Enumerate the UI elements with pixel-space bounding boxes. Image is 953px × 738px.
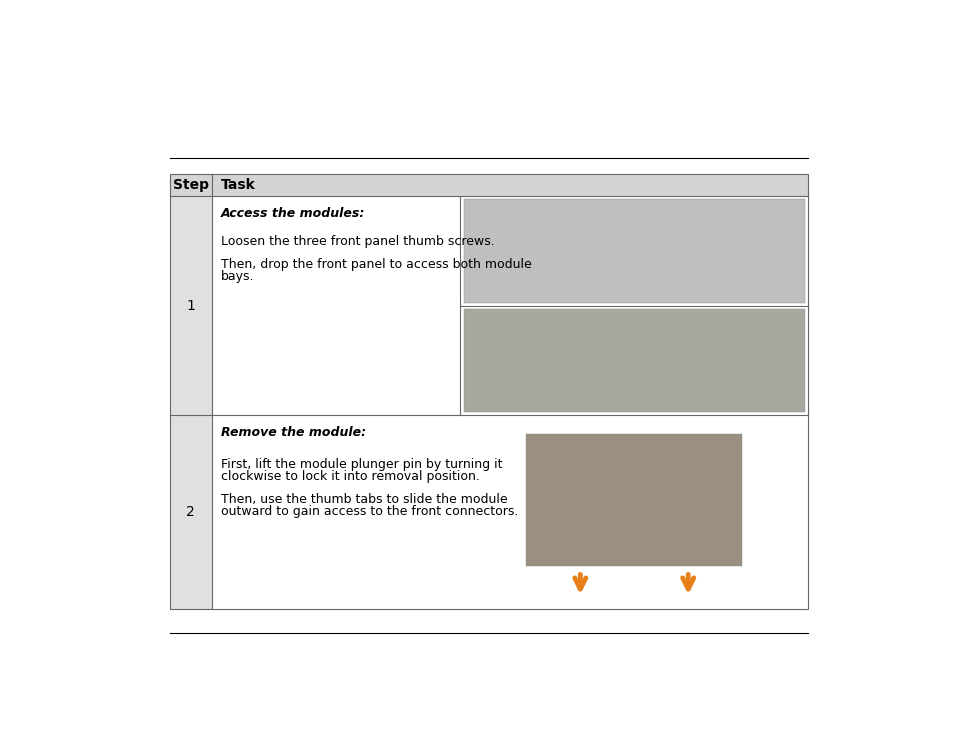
Text: Then, use the thumb tabs to slide the module: Then, use the thumb tabs to slide the mo… <box>220 493 507 506</box>
Text: Remove the module:: Remove the module: <box>220 427 365 439</box>
Bar <box>463 308 803 413</box>
Text: bays.: bays. <box>220 270 253 283</box>
Bar <box>170 173 807 609</box>
Text: 1: 1 <box>186 299 194 313</box>
Text: First, lift the module plunger pin by turning it: First, lift the module plunger pin by tu… <box>220 458 501 471</box>
Text: Then, drop the front panel to access both module: Then, drop the front panel to access bot… <box>220 258 531 271</box>
Bar <box>170 415 212 609</box>
Text: Step: Step <box>172 178 209 192</box>
Bar <box>463 199 803 303</box>
Bar <box>170 196 212 415</box>
Text: 2: 2 <box>186 505 194 519</box>
Bar <box>526 435 741 566</box>
Bar <box>170 173 807 196</box>
Text: clockwise to lock it into removal position.: clockwise to lock it into removal positi… <box>220 470 479 483</box>
Text: Access the modules:: Access the modules: <box>220 207 365 220</box>
Text: Loosen the three front panel thumb screws.: Loosen the three front panel thumb screw… <box>220 235 494 248</box>
Text: Task: Task <box>220 178 255 192</box>
Text: outward to gain access to the front connectors.: outward to gain access to the front conn… <box>220 506 517 518</box>
